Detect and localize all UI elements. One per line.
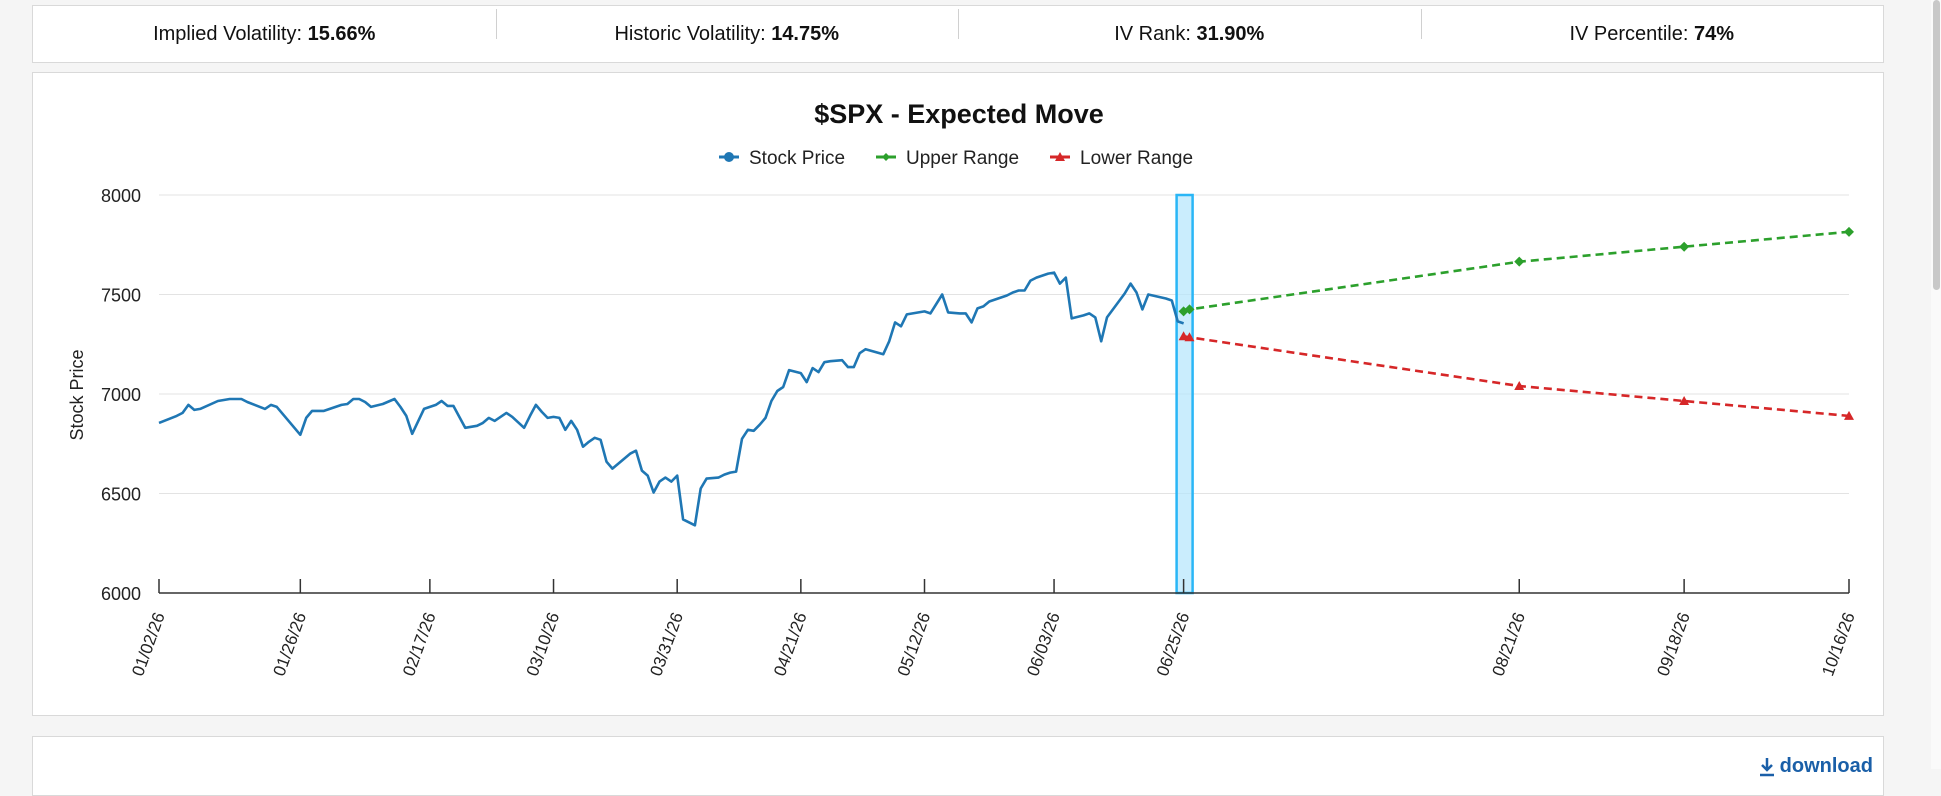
page-scrollbar[interactable] <box>1931 0 1941 769</box>
legend-label: Upper Range <box>906 148 1019 169</box>
x-tick-label: 01/26/26 <box>270 610 310 679</box>
upper-range-point <box>1844 226 1854 237</box>
x-tick-label: 04/21/26 <box>770 610 810 679</box>
x-tick-label: 06/03/26 <box>1023 610 1063 679</box>
upper-range-point <box>1679 241 1690 252</box>
stat-label: Historic Volatility: <box>614 22 766 45</box>
legend-item-upper-range[interactable]: Upper Range <box>876 148 1019 169</box>
stat-value: 31.90% <box>1196 22 1265 45</box>
today-highlight <box>1175 193 1194 595</box>
grid-lines <box>159 194 1849 494</box>
legend-label: Stock Price <box>749 148 845 169</box>
y-tick-label: 6500 <box>101 485 141 505</box>
lower-range-point <box>1679 395 1690 405</box>
x-tick-label: 09/18/26 <box>1653 610 1693 679</box>
series-line-lower-range <box>1183 335 1850 418</box>
scrollbar-thumb[interactable] <box>1933 0 1940 290</box>
x-tick-label: 01/02/26 <box>128 610 168 679</box>
legend-item-lower-range[interactable]: Lower Range <box>1050 148 1193 169</box>
lower-range-point <box>1514 381 1525 391</box>
x-tick-label: 06/25/26 <box>1153 610 1193 679</box>
x-tick-label: 03/31/26 <box>646 610 686 679</box>
legend-item-stock-price[interactable]: Stock Price <box>719 148 845 169</box>
download-button[interactable]: download <box>1758 755 1873 778</box>
legend-marker-circle <box>724 152 734 162</box>
bottom-panel: download <box>32 736 1884 796</box>
y-tick-label: 7500 <box>101 286 141 306</box>
y-tick-label: 6000 <box>101 584 141 604</box>
series-lines <box>158 226 1854 527</box>
x-tick-label: 03/10/26 <box>523 610 563 679</box>
stat-value: 14.75% <box>771 22 840 45</box>
lower-range-point <box>1184 332 1195 342</box>
stat-label: IV Rank: <box>1114 22 1191 45</box>
lower-range-point <box>1178 331 1189 341</box>
stat-iv-rank: IV Rank: 31.90% <box>958 8 1421 46</box>
volatility-stats-bar: Implied Volatility: 15.66% Historic Vola… <box>32 5 1884 63</box>
y-axis-ticks: 6000 6500 7000 7500 8000 <box>101 186 141 604</box>
y-tick-label: 8000 <box>101 186 141 206</box>
today-highlight-band <box>1175 193 1194 595</box>
stat-label: Implied Volatility: <box>153 22 303 45</box>
upper-range-point <box>1178 306 1189 317</box>
stat-label: IV Percentile: <box>1569 22 1689 45</box>
x-axis: 01/02/26 01/26/26 02/17/26 03/10/26 03/31/26… <box>128 579 1859 679</box>
x-tick-label: 08/21/26 <box>1489 610 1529 679</box>
upper-range-point <box>1514 256 1525 267</box>
stat-iv-percentile: IV Percentile: 74% <box>1420 8 1884 46</box>
download-label: download <box>1779 755 1873 777</box>
stat-implied-volatility: Implied Volatility: 15.66% <box>33 23 496 46</box>
x-tick-label: 10/16/26 <box>1818 610 1858 679</box>
legend-marker-diamond <box>882 153 890 161</box>
stat-value: 74% <box>1693 22 1735 45</box>
expected-move-chart: $SPX - Expected Move Stock Price Upper R… <box>67 99 1859 679</box>
series-line-upper-range <box>1183 230 1850 313</box>
y-axis-label: Stock Price <box>67 349 87 440</box>
upper-range-point <box>1184 304 1195 315</box>
x-tick-label: 02/17/26 <box>399 610 439 679</box>
expected-move-chart-panel: $SPX - Expected Move Stock Price Upper R… <box>32 72 1884 716</box>
stat-historic-volatility: Historic Volatility: 14.75% <box>495 8 959 46</box>
chart-legend: Stock Price Upper Range Lower Range <box>719 148 1193 169</box>
legend-marker-triangle <box>1055 152 1065 161</box>
y-tick-label: 7000 <box>101 385 141 405</box>
x-tick-label: 05/12/26 <box>894 610 934 679</box>
series-line-stock-price <box>158 271 1185 527</box>
stat-value: 15.66% <box>307 22 376 45</box>
legend-label: Lower Range <box>1080 148 1193 169</box>
chart-title: $SPX - Expected Move <box>814 99 1104 129</box>
lower-range-point <box>1844 410 1854 420</box>
download-icon <box>1759 757 1774 776</box>
